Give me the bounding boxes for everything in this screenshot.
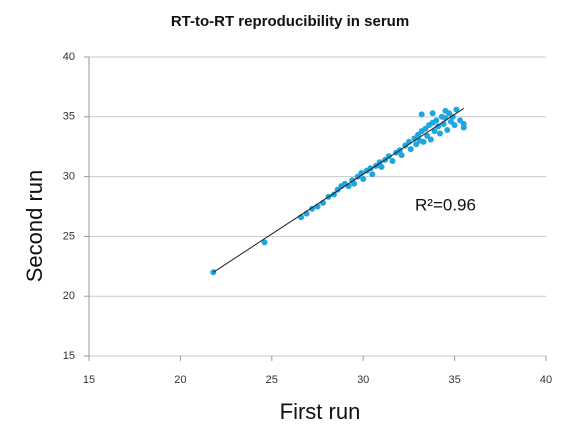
scatter-point xyxy=(447,118,454,125)
scatter-point xyxy=(385,153,392,160)
scatter-point xyxy=(369,171,376,178)
scatter-point xyxy=(449,113,456,120)
scatter-point xyxy=(360,175,367,182)
scatter-point xyxy=(431,128,438,135)
scatter-point xyxy=(330,191,337,198)
y-tick-label: 30 xyxy=(63,171,75,183)
scatter-point xyxy=(378,164,385,171)
scatter-point xyxy=(451,122,458,129)
y-tick-label: 15 xyxy=(63,350,75,362)
scatter-point xyxy=(427,136,434,143)
x-tick-label: 15 xyxy=(83,374,95,386)
scatter-point xyxy=(354,173,361,180)
trend-line xyxy=(213,108,465,273)
y-tick-label: 25 xyxy=(63,230,75,242)
scatter-point xyxy=(457,117,464,124)
x-tick-label: 40 xyxy=(540,374,552,386)
scatter-point xyxy=(398,152,405,159)
scatter-point xyxy=(433,117,440,124)
scatter-point xyxy=(424,132,431,139)
scatter-point xyxy=(429,110,436,117)
scatter-point xyxy=(351,180,358,187)
scatter-point xyxy=(435,123,442,130)
scatter-point xyxy=(389,158,396,165)
x-tick-label: 25 xyxy=(266,374,278,386)
x-tick-label: 20 xyxy=(174,374,186,386)
r-squared-annotation: R²=0.96 xyxy=(415,195,476,214)
y-tick-label: 40 xyxy=(63,51,75,63)
y-tick-label: 35 xyxy=(63,111,75,123)
scatter-point xyxy=(415,131,422,138)
scatter-point xyxy=(376,159,383,166)
scatter-point xyxy=(261,239,268,246)
scatter-point xyxy=(367,165,374,172)
scatter-point xyxy=(444,126,451,133)
x-axis-label: First run xyxy=(280,399,361,424)
scatter-point xyxy=(422,125,429,132)
y-axis-label: Second run xyxy=(22,170,47,283)
scatter-point xyxy=(460,120,467,127)
scatter-point xyxy=(309,205,316,212)
scatter-point xyxy=(413,141,420,148)
scatter-point xyxy=(407,146,414,153)
scatter-point xyxy=(334,186,341,193)
scatter-point xyxy=(418,111,425,118)
scatter-point xyxy=(442,107,449,114)
scatter-point xyxy=(402,142,409,149)
scatter-point xyxy=(436,130,443,137)
scatter-point xyxy=(453,106,460,113)
y-tick-label: 20 xyxy=(63,290,75,302)
chart-title: RT-to-RT reproducibility in serum xyxy=(171,13,409,30)
scatter-point xyxy=(420,138,427,145)
x-tick-label: 30 xyxy=(357,374,369,386)
x-tick-label: 35 xyxy=(448,374,460,386)
